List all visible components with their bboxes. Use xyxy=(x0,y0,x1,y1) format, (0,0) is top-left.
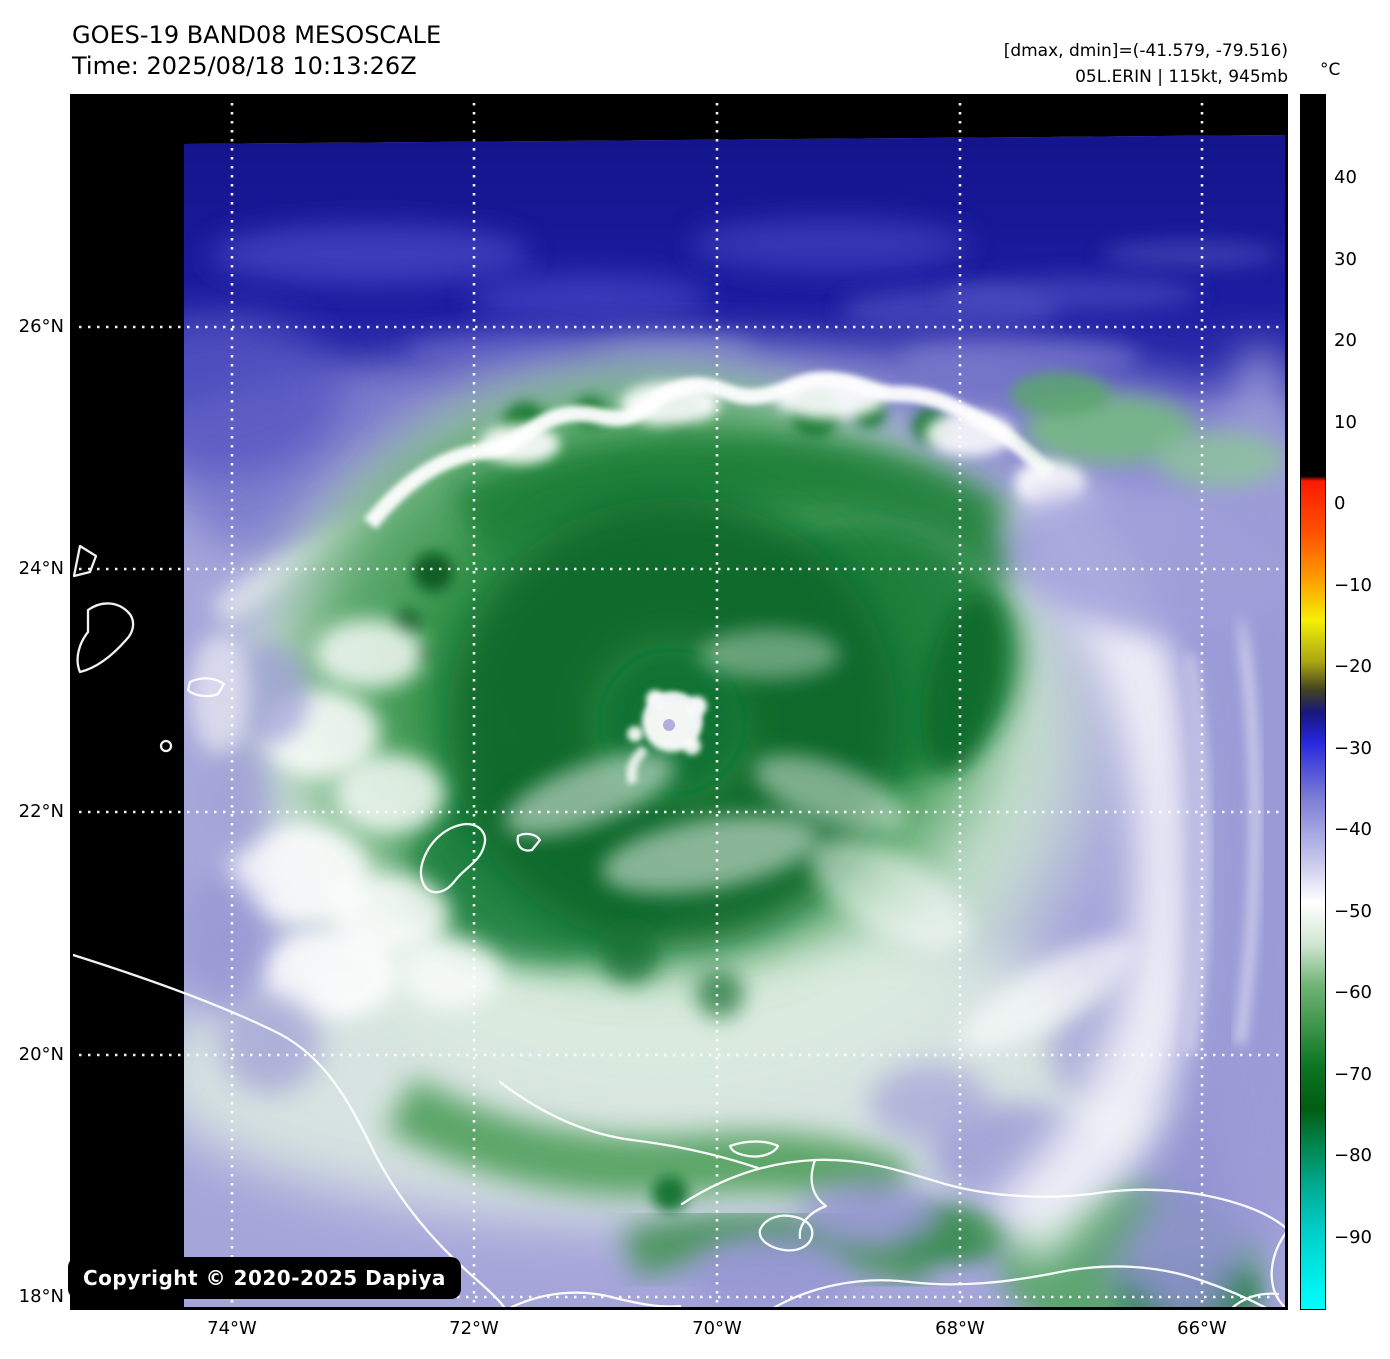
timestamp: Time: 2025/08/18 10:13:26Z xyxy=(72,52,417,80)
colorbar-tick: −10 xyxy=(1334,575,1372,596)
coastline-haiti-bay xyxy=(798,1158,828,1240)
colorbar-tick: 10 xyxy=(1334,412,1357,433)
celsius-unit-label: °C xyxy=(1320,60,1341,80)
colorbar-tick: 20 xyxy=(1334,330,1357,351)
coastline-bahamas xyxy=(72,544,98,578)
coastline-plana-cay xyxy=(159,739,173,753)
colorbar-tick: −50 xyxy=(1334,901,1372,922)
lon-axis-label: 74°W xyxy=(207,1318,257,1339)
lat-axis-label: 24°N xyxy=(18,558,64,579)
coastline-gonave xyxy=(758,1214,814,1252)
storm-annotation-block: [dmax, dmin]=(-41.579, -79.516) 05L.ERIN… xyxy=(1004,38,1288,90)
coastline-little-inagua xyxy=(516,832,542,852)
storm-intensity-annotation: 05L.ERIN | 115kt, 945mb xyxy=(1075,67,1288,87)
colorbar-tick: −30 xyxy=(1334,738,1372,759)
lon-axis-label: 70°W xyxy=(692,1318,742,1339)
colorbar-tick: −90 xyxy=(1334,1227,1372,1248)
coastline-hispaniola-south xyxy=(768,1265,1272,1310)
colorbar-tick: −20 xyxy=(1334,656,1372,677)
colorbar-tick: −70 xyxy=(1334,1064,1372,1085)
lat-axis-label: 22°N xyxy=(18,801,64,822)
colorbar-tick: −60 xyxy=(1334,982,1372,1003)
plot-title-block: GOES-19 BAND08 MESOSCALE Time: 2025/08/1… xyxy=(72,20,441,82)
lon-axis-label: 66°W xyxy=(1177,1318,1227,1339)
colorbar-tick: 40 xyxy=(1334,167,1357,188)
colorbar xyxy=(1300,94,1326,1310)
lat-axis-label: 18°N xyxy=(18,1286,64,1307)
coastline-cuba-bottom xyxy=(504,1291,682,1310)
satellite-cloud-field xyxy=(184,135,1288,1310)
copyright-badge: Copyright © 2020-2025 Dapiya xyxy=(68,1257,461,1299)
coastline-cuba-south xyxy=(498,1080,760,1170)
axes-frame xyxy=(70,94,1288,1310)
satellite-map xyxy=(70,94,1288,1310)
satellite-image xyxy=(70,94,1288,1310)
coastline-tortue xyxy=(728,1140,780,1158)
coastline-crooked-island xyxy=(76,602,135,674)
coastline-mayaguana xyxy=(186,677,226,698)
coastline-great-inagua xyxy=(419,822,487,894)
coastline-hispaniola-north xyxy=(680,1158,1288,1232)
colorbar-tick: 0 xyxy=(1334,493,1346,514)
coastline-cuba-north xyxy=(70,952,508,1310)
lat-axis-label: 26°N xyxy=(18,316,64,337)
colorbar-tick: −80 xyxy=(1334,1145,1372,1166)
hurricane-eye xyxy=(626,690,707,785)
dmax-dmin-annotation: [dmax, dmin]=(-41.579, -79.516) xyxy=(1003,41,1288,61)
lat-axis-label: 20°N xyxy=(18,1044,64,1065)
coastline-dr-east xyxy=(1270,1228,1288,1310)
plot-title: GOES-19 BAND08 MESOSCALE xyxy=(72,21,442,49)
colorbar-tick: −40 xyxy=(1334,819,1372,840)
lon-axis-label: 68°W xyxy=(935,1318,985,1339)
colorbar-tick: 30 xyxy=(1334,249,1357,270)
lon-axis-label: 72°W xyxy=(449,1318,499,1339)
